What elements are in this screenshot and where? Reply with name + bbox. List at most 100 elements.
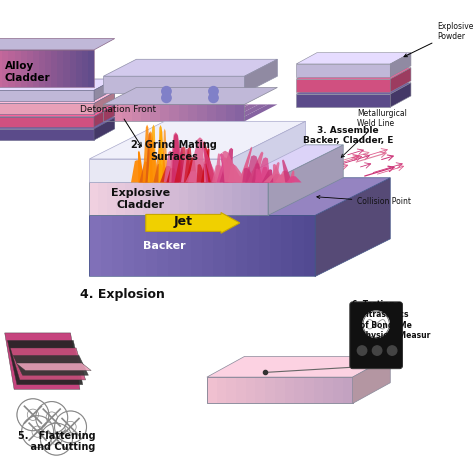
Polygon shape: [180, 215, 191, 276]
Polygon shape: [226, 377, 236, 403]
Polygon shape: [160, 166, 175, 182]
Polygon shape: [223, 182, 232, 215]
Polygon shape: [277, 171, 290, 182]
Polygon shape: [0, 79, 115, 91]
Polygon shape: [94, 118, 115, 140]
Polygon shape: [235, 104, 245, 121]
Polygon shape: [304, 377, 314, 403]
Polygon shape: [296, 53, 411, 64]
Circle shape: [387, 346, 397, 355]
Polygon shape: [203, 141, 217, 182]
Polygon shape: [0, 38, 115, 50]
Polygon shape: [33, 50, 39, 88]
Text: 6. Testing a
   Ultrasonics
   of Bond, Me
   Physical Measur: 6. Testing a Ultrasonics of Bond, Me Phy…: [352, 300, 430, 340]
Polygon shape: [314, 377, 323, 403]
Polygon shape: [204, 164, 213, 182]
Polygon shape: [296, 68, 411, 79]
Polygon shape: [188, 104, 198, 121]
Text: 5.   Flattening
    and Cutting: 5. Flattening and Cutting: [17, 431, 96, 452]
Polygon shape: [255, 168, 264, 182]
Polygon shape: [284, 377, 294, 403]
Polygon shape: [296, 83, 411, 94]
Polygon shape: [296, 64, 390, 77]
Polygon shape: [294, 377, 304, 403]
Polygon shape: [8, 340, 83, 384]
Polygon shape: [207, 356, 390, 377]
Polygon shape: [89, 145, 343, 182]
Polygon shape: [250, 182, 259, 215]
Polygon shape: [228, 171, 245, 182]
Polygon shape: [236, 215, 247, 276]
Polygon shape: [94, 105, 115, 127]
FancyBboxPatch shape: [350, 302, 402, 369]
Polygon shape: [0, 92, 115, 103]
Polygon shape: [160, 104, 169, 121]
Polygon shape: [188, 104, 230, 121]
Polygon shape: [226, 104, 268, 121]
Text: Detonation Front: Detonation Front: [80, 105, 156, 146]
Text: Jet: Jet: [174, 216, 193, 228]
Polygon shape: [138, 151, 145, 182]
Polygon shape: [242, 168, 256, 182]
Circle shape: [40, 423, 73, 455]
Circle shape: [373, 346, 382, 355]
Text: 2. Grind Mating
Surfaces: 2. Grind Mating Surfaces: [131, 140, 217, 162]
Polygon shape: [21, 50, 27, 88]
Text: Explosive
Cladder: Explosive Cladder: [111, 188, 171, 210]
Polygon shape: [214, 153, 221, 182]
Polygon shape: [16, 363, 91, 371]
Polygon shape: [113, 104, 155, 121]
Polygon shape: [216, 104, 259, 121]
Polygon shape: [315, 178, 390, 276]
Polygon shape: [197, 164, 207, 182]
Polygon shape: [333, 377, 343, 403]
Polygon shape: [103, 104, 113, 121]
Text: Backer: Backer: [143, 241, 186, 251]
Polygon shape: [214, 182, 223, 215]
Polygon shape: [207, 104, 216, 121]
Polygon shape: [259, 166, 271, 182]
Polygon shape: [259, 215, 270, 276]
Polygon shape: [296, 79, 390, 92]
Polygon shape: [164, 151, 177, 182]
Polygon shape: [292, 215, 304, 276]
Polygon shape: [247, 215, 259, 276]
Polygon shape: [143, 125, 151, 182]
Polygon shape: [0, 118, 115, 129]
Polygon shape: [94, 92, 115, 114]
Polygon shape: [198, 104, 240, 121]
Text: Explosive
Powder: Explosive Powder: [404, 22, 474, 57]
Polygon shape: [89, 121, 306, 159]
Polygon shape: [103, 76, 245, 93]
Polygon shape: [132, 104, 174, 121]
Polygon shape: [169, 104, 179, 121]
Polygon shape: [0, 117, 94, 127]
Text: Alloy
Cladder: Alloy Cladder: [5, 61, 50, 83]
Polygon shape: [238, 146, 252, 182]
Polygon shape: [94, 79, 115, 100]
Polygon shape: [146, 215, 157, 276]
Text: 3. Assemble
Backer, Cladder, E: 3. Assemble Backer, Cladder, E: [303, 126, 393, 146]
Polygon shape: [288, 171, 294, 182]
Polygon shape: [15, 50, 21, 88]
Circle shape: [162, 93, 171, 102]
Polygon shape: [217, 377, 226, 403]
Polygon shape: [13, 356, 88, 375]
Polygon shape: [0, 129, 94, 140]
Polygon shape: [122, 104, 164, 121]
Polygon shape: [89, 178, 390, 215]
Polygon shape: [275, 174, 287, 182]
Polygon shape: [57, 50, 64, 88]
Polygon shape: [207, 377, 217, 403]
Polygon shape: [255, 157, 270, 182]
Polygon shape: [207, 104, 249, 121]
Polygon shape: [213, 215, 225, 276]
Polygon shape: [343, 377, 353, 403]
Polygon shape: [132, 104, 141, 121]
Polygon shape: [135, 215, 146, 276]
Polygon shape: [179, 104, 188, 121]
Polygon shape: [323, 377, 333, 403]
Polygon shape: [103, 88, 277, 104]
Polygon shape: [64, 50, 70, 88]
Circle shape: [357, 346, 367, 355]
